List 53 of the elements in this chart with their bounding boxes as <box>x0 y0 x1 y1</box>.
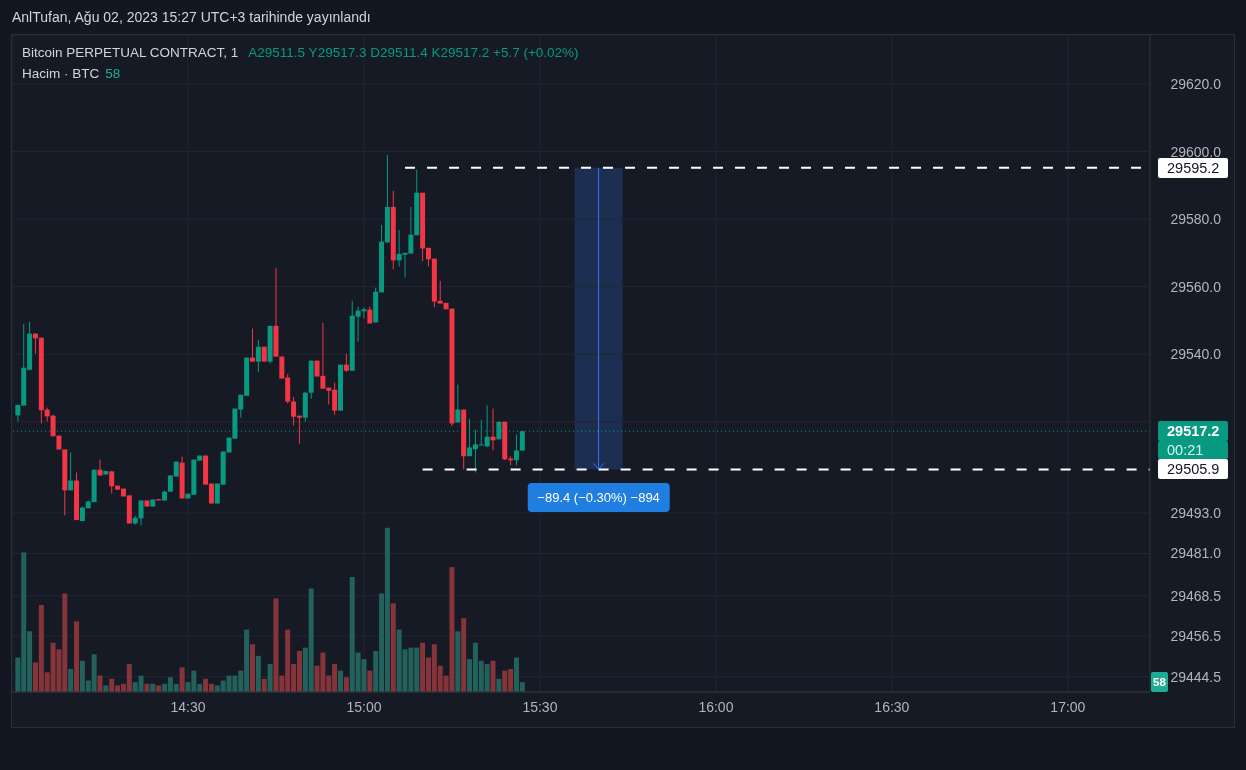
candlestick <box>361 307 367 320</box>
bar <box>338 670 343 692</box>
data-label: 29505.9 <box>1158 459 1228 480</box>
x-tick-label: 17:00 <box>1050 698 1086 715</box>
y-tick-label: 29600.0 <box>1170 143 1222 160</box>
y-tick-label: 29540.0 <box>1170 346 1222 363</box>
ref-line-label: 29517.2 <box>1158 421 1228 442</box>
bar <box>461 618 467 692</box>
y-tick-label: 29560.0 <box>1170 278 1222 295</box>
bar <box>267 664 273 692</box>
candlestick <box>138 499 144 526</box>
candlestick <box>68 452 74 491</box>
candlestick <box>513 434 519 466</box>
text: 58 <box>105 66 121 81</box>
x-tick-label: 15:00 <box>346 698 382 715</box>
x-tick-label: 14:30 <box>170 698 206 715</box>
bar <box>250 644 256 692</box>
bar <box>156 685 162 692</box>
candlestick <box>255 339 261 373</box>
bar <box>103 685 109 692</box>
text: AnlTufan, Ağu 02, 2023 15:27 UTC+3 tarihinde yayınlandı <box>12 9 371 25</box>
bar <box>343 677 349 692</box>
bar <box>97 675 103 692</box>
data-label: 29595.2 <box>1158 157 1228 178</box>
text: Bitcoin PERPETUAL CONTRACT, 1 <box>22 45 239 60</box>
candlestick <box>250 328 256 363</box>
bar <box>68 669 74 692</box>
bar <box>455 631 461 692</box>
bar <box>496 678 502 692</box>
y-tick-label: 29444.5 <box>1170 668 1222 685</box>
y-tick-label: 29580.0 <box>1170 211 1222 228</box>
bar <box>179 667 185 692</box>
candlestick <box>343 353 349 373</box>
text: A29511.5 Y29517.3 D29511.4 K29517.2 +5.7 (+0.02%) <box>248 45 579 60</box>
x-tick-label: 15:30 <box>522 698 558 715</box>
x-tick-label: 16:00 <box>698 698 734 715</box>
candlestick <box>455 384 461 423</box>
annotation: −89.4 (−0.30%) −894 <box>537 490 660 506</box>
bar <box>74 621 80 692</box>
y-tick-label: 29620.0 <box>1170 75 1222 92</box>
y-tick-label: 29481.0 <box>1170 545 1222 562</box>
x-tick-label: 16:30 <box>874 698 910 715</box>
chart-title: Hacim · BTC <box>22 66 100 81</box>
bar <box>261 678 267 692</box>
bar <box>390 603 396 692</box>
text: 58 <box>1151 672 1168 693</box>
y-tick-label: 29493.0 <box>1170 504 1222 521</box>
y-tick-label: 29456.5 <box>1170 628 1222 645</box>
bar <box>367 670 373 692</box>
bar <box>490 660 496 692</box>
y-tick-label: 29468.5 <box>1170 587 1222 604</box>
text: 00:21 <box>1158 441 1228 460</box>
bar <box>255 655 261 692</box>
